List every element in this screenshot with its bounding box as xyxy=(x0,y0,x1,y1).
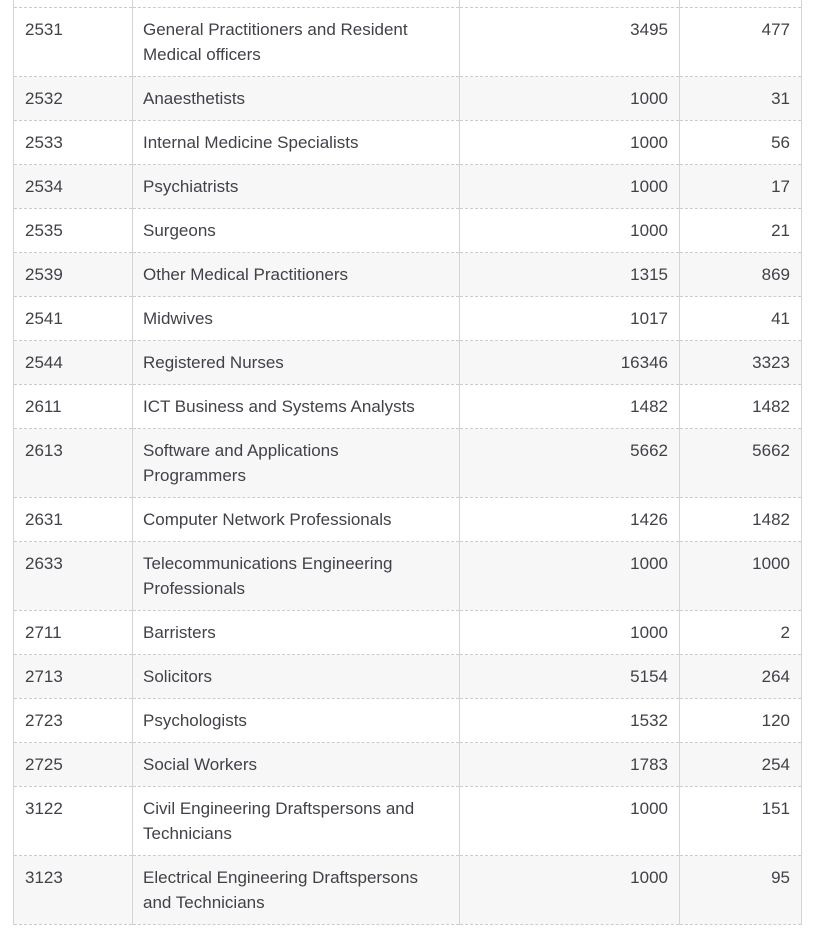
occupation-name-cell: Psychiatrists xyxy=(132,164,460,209)
table-row: 2533 Internal Medicine Specialists 1000 … xyxy=(13,120,802,165)
value2-cell: 1482 xyxy=(679,497,802,542)
value1-cell: 1532 xyxy=(459,698,680,743)
value1-cell: 5662 xyxy=(459,428,680,498)
table-row: 3122 Civil Engineering Draftspersons and… xyxy=(13,786,802,856)
occupation-name-cell: General Practitioners and Resident Medic… xyxy=(132,7,460,77)
table-row: 2725 Social Workers 1783 254 xyxy=(13,742,802,787)
occupation-code-cell: 2541 xyxy=(13,296,133,341)
value2-cell: 1000 xyxy=(679,541,802,611)
occupation-code-cell: 2711 xyxy=(13,610,133,655)
value1-cell: 1000 xyxy=(459,541,680,611)
occupation-code-cell: 2611 xyxy=(13,384,133,429)
occupation-code-cell: 2535 xyxy=(13,208,133,253)
occupation-code-cell: 2532 xyxy=(13,76,133,121)
occupation-code-cell: 2613 xyxy=(13,428,133,498)
occupation-code-cell: 2713 xyxy=(13,654,133,699)
value2-cell: 17 xyxy=(679,164,802,209)
table-row: 2534 Psychiatrists 1000 17 xyxy=(13,164,802,209)
occupation-code-cell: 2631 xyxy=(13,497,133,542)
occupation-name-cell: Civil Engineering Draftspersons and Tech… xyxy=(132,786,460,856)
value2-cell: 21 xyxy=(679,208,802,253)
occupation-name-cell: Midwives xyxy=(132,296,460,341)
occupation-name-cell: Telecommunications Engineering Professio… xyxy=(132,541,460,611)
value2-cell: 3323 xyxy=(679,340,802,385)
value2-cell: 254 xyxy=(679,742,802,787)
occupation-name-cell: Registered Nurses xyxy=(132,340,460,385)
table-row: 3123 Electrical Engineering Draftsperson… xyxy=(13,855,802,925)
occupation-code-cell: 2544 xyxy=(13,340,133,385)
table-row: 2611 ICT Business and Systems Analysts 1… xyxy=(13,384,802,429)
occupation-code-cell: 2723 xyxy=(13,698,133,743)
table-body: 2531 General Practitioners and Resident … xyxy=(13,0,802,925)
table-row: 2713 Solicitors 5154 264 xyxy=(13,654,802,699)
occupation-name-cell: Other Medical Practitioners xyxy=(132,252,460,297)
occupation-name-cell: Computer Network Professionals xyxy=(132,497,460,542)
table-row: 2631 Computer Network Professionals 1426… xyxy=(13,497,802,542)
value1-cell: 5154 xyxy=(459,654,680,699)
occupation-code-cell: 2725 xyxy=(13,742,133,787)
occupation-name-cell: Solicitors xyxy=(132,654,460,699)
value1-cell: 1482 xyxy=(459,384,680,429)
occupation-code-cell: 2534 xyxy=(13,164,133,209)
table-row: 2723 Psychologists 1532 120 xyxy=(13,698,802,743)
occupation-code-cell: 3122 xyxy=(13,786,133,856)
table-row: 2535 Surgeons 1000 21 xyxy=(13,208,802,253)
occupation-code-cell: 2539 xyxy=(13,252,133,297)
table-row: 2531 General Practitioners and Resident … xyxy=(13,7,802,77)
occupation-code-cell: 2533 xyxy=(13,120,133,165)
table-row: 2541 Midwives 1017 41 xyxy=(13,296,802,341)
partial-cell xyxy=(132,0,460,8)
value2-cell: 151 xyxy=(679,786,802,856)
table-row: 2544 Registered Nurses 16346 3323 xyxy=(13,340,802,385)
value2-cell: 5662 xyxy=(679,428,802,498)
value2-cell: 2 xyxy=(679,610,802,655)
partial-cell xyxy=(13,0,133,8)
partial-cell xyxy=(679,0,802,8)
value2-cell: 56 xyxy=(679,120,802,165)
occupation-name-cell: Anaesthetists xyxy=(132,76,460,121)
value1-cell: 3495 xyxy=(459,7,680,77)
partial-cell xyxy=(459,0,680,8)
value1-cell: 1315 xyxy=(459,252,680,297)
value1-cell: 1000 xyxy=(459,120,680,165)
occupation-code-cell: 2633 xyxy=(13,541,133,611)
table-row: 2532 Anaesthetists 1000 31 xyxy=(13,76,802,121)
value2-cell: 31 xyxy=(679,76,802,121)
occupation-name-cell: Software and Applications Programmers xyxy=(132,428,460,498)
value2-cell: 41 xyxy=(679,296,802,341)
value1-cell: 1000 xyxy=(459,164,680,209)
value1-cell: 1426 xyxy=(459,497,680,542)
table-row: 2613 Software and Applications Programme… xyxy=(13,428,802,498)
occupation-name-cell: Internal Medicine Specialists xyxy=(132,120,460,165)
value1-cell: 1017 xyxy=(459,296,680,341)
table-row: 2539 Other Medical Practitioners 1315 86… xyxy=(13,252,802,297)
value2-cell: 477 xyxy=(679,7,802,77)
value2-cell: 120 xyxy=(679,698,802,743)
occupation-name-cell: ICT Business and Systems Analysts xyxy=(132,384,460,429)
partial-row-top xyxy=(13,0,802,8)
occupation-name-cell: Social Workers xyxy=(132,742,460,787)
occupation-ceilings-table: 2531 General Practitioners and Resident … xyxy=(13,0,802,925)
value2-cell: 264 xyxy=(679,654,802,699)
value2-cell: 1482 xyxy=(679,384,802,429)
value2-cell: 95 xyxy=(679,855,802,925)
value1-cell: 1783 xyxy=(459,742,680,787)
table-row: 2633 Telecommunications Engineering Prof… xyxy=(13,541,802,611)
occupation-name-cell: Electrical Engineering Draftspersons and… xyxy=(132,855,460,925)
table-row: 2711 Barristers 1000 2 xyxy=(13,610,802,655)
occupation-code-cell: 2531 xyxy=(13,7,133,77)
value1-cell: 1000 xyxy=(459,76,680,121)
occupation-name-cell: Barristers xyxy=(132,610,460,655)
value1-cell: 16346 xyxy=(459,340,680,385)
occupation-code-cell: 3123 xyxy=(13,855,133,925)
occupation-table-container: 2531 General Practitioners and Resident … xyxy=(13,0,802,925)
occupation-name-cell: Psychologists xyxy=(132,698,460,743)
value1-cell: 1000 xyxy=(459,855,680,925)
value1-cell: 1000 xyxy=(459,610,680,655)
value2-cell: 869 xyxy=(679,252,802,297)
occupation-name-cell: Surgeons xyxy=(132,208,460,253)
value1-cell: 1000 xyxy=(459,786,680,856)
value1-cell: 1000 xyxy=(459,208,680,253)
